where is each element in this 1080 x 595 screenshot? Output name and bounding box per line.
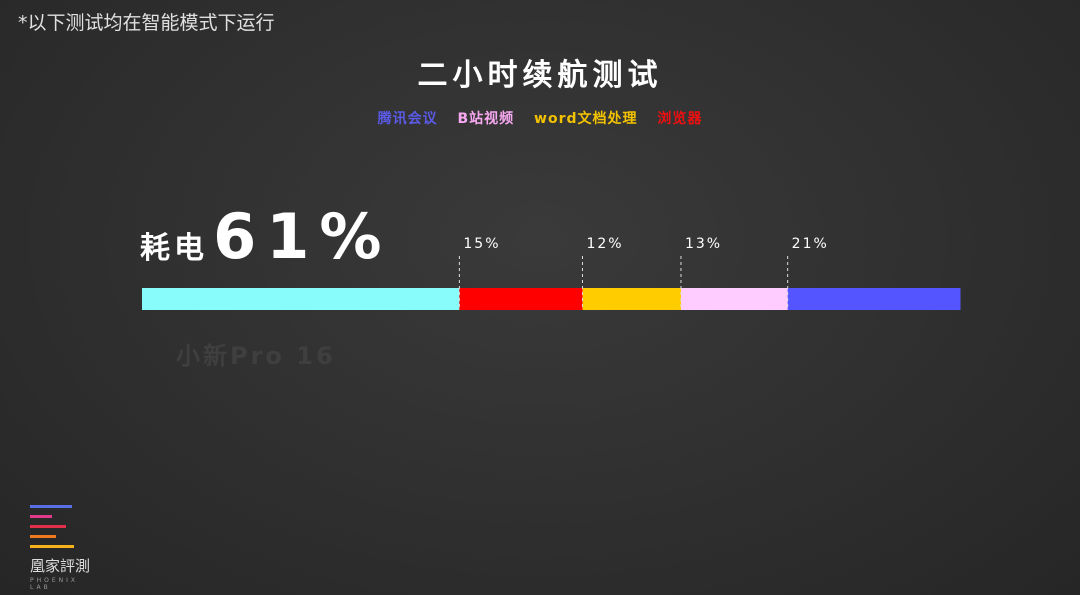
device-label: 小新Pro 16 [176, 342, 336, 370]
logo-bar-1 [30, 505, 72, 508]
bar-segment-4 [787, 288, 961, 310]
bar-segment-2 [582, 288, 682, 310]
legend-item-browser: 浏览器 [657, 111, 703, 127]
logo-bar-4 [30, 535, 56, 538]
segment-label-3: 13% [685, 236, 722, 252]
legend: 腾讯会议 B站视频 word文档处理 浏览器 [0, 108, 1080, 128]
phoenix-lab-logo: 凰家評測 PHOENIX LAB [30, 505, 100, 591]
headline-value: 61% [213, 200, 392, 273]
logo-bar-3 [30, 525, 66, 528]
segment-label-1: 15% [463, 236, 500, 252]
segment-label-2: 12% [586, 236, 623, 252]
legend-item-bilibili-video: B站视频 [457, 111, 515, 127]
logo-subtitle: PHOENIX LAB [30, 577, 79, 591]
legend-item-word-processing: word文档处理 [534, 111, 638, 127]
bar-segment-remaining [142, 288, 460, 310]
chart-title: 二小时续航测试 [417, 58, 663, 93]
bar-segment-3 [680, 288, 789, 310]
test-mode-note: *以下测试均在智能模式下运行 [18, 12, 275, 34]
power-consumption-headline: 耗电 61% [140, 200, 392, 273]
legend-item-tencent-meeting: 腾讯会议 [377, 111, 438, 127]
logo-name: 凰家評測 [30, 557, 91, 575]
headline-label: 耗电 [140, 231, 208, 266]
logo-bar-5 [30, 545, 74, 548]
logo-bar-2 [30, 515, 52, 518]
bar-segment-1 [459, 288, 583, 310]
segment-label-4: 21% [792, 236, 829, 252]
